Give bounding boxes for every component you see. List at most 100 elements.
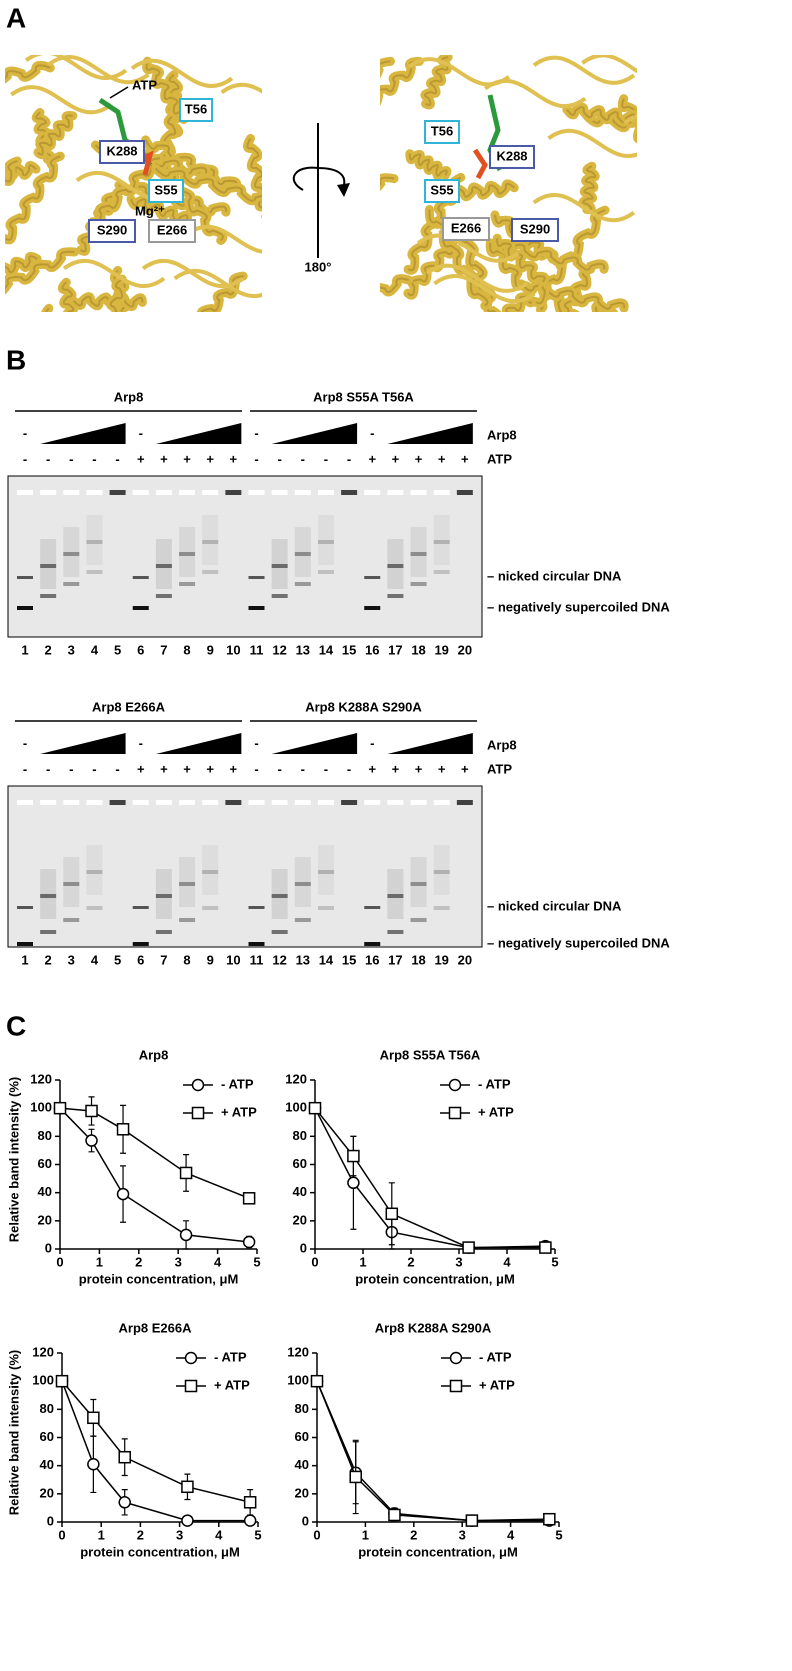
marker xyxy=(87,1411,100,1425)
helix-shade xyxy=(621,98,637,139)
atp-sign: - xyxy=(277,761,281,776)
band xyxy=(86,870,103,874)
smear xyxy=(294,527,311,577)
y-axis-label: Relative band intensity (%) xyxy=(6,1077,21,1242)
helix xyxy=(597,302,618,312)
legend-label: + ATP xyxy=(221,1104,257,1119)
smear xyxy=(317,845,334,895)
band xyxy=(17,606,33,610)
residue-box xyxy=(179,98,213,122)
well xyxy=(317,490,334,495)
marker xyxy=(347,1149,360,1163)
x-tick-label: 3 xyxy=(175,1254,182,1269)
atp-sign: + xyxy=(368,761,376,776)
band xyxy=(387,894,404,898)
concentration-wedge xyxy=(387,423,473,444)
band xyxy=(132,576,149,579)
helix-shade xyxy=(109,278,124,312)
band xyxy=(364,576,381,579)
x-tick-label: 4 xyxy=(214,1254,222,1269)
atp-sign: - xyxy=(277,451,281,466)
band xyxy=(317,906,334,910)
band xyxy=(364,606,381,610)
atp-sign: - xyxy=(115,761,119,776)
marker xyxy=(385,1207,399,1221)
band xyxy=(109,490,126,495)
marker xyxy=(118,1496,131,1509)
lane-number: 12 xyxy=(272,642,286,657)
lane-number: 5 xyxy=(114,952,121,967)
band-label: – nicked circular DNA xyxy=(487,898,622,913)
atp-sign: + xyxy=(368,451,376,466)
band xyxy=(86,906,103,910)
lane-number: 10 xyxy=(226,642,240,657)
smear xyxy=(410,527,427,577)
band xyxy=(248,606,265,610)
legend-marker xyxy=(184,1351,198,1365)
atp-sign: - xyxy=(23,451,27,466)
helix xyxy=(380,173,399,192)
atp-sign: + xyxy=(206,761,214,776)
chart-title: Arp8 E266A xyxy=(119,1320,193,1335)
band xyxy=(179,918,196,922)
well xyxy=(387,800,404,805)
band xyxy=(271,894,288,898)
band xyxy=(248,906,265,909)
legend-label: - ATP xyxy=(221,1076,254,1091)
well xyxy=(271,490,288,495)
well xyxy=(294,490,311,495)
lane-number: 12 xyxy=(272,952,286,967)
residue-label: T56 xyxy=(185,101,207,116)
legend-marker xyxy=(449,1379,463,1393)
strand xyxy=(24,55,128,80)
strand xyxy=(425,263,529,293)
marker xyxy=(55,1374,69,1388)
band xyxy=(433,870,450,874)
band xyxy=(40,930,57,934)
legend-label: - ATP xyxy=(479,1349,512,1364)
residue-label: K288 xyxy=(496,148,527,163)
lane-number: 4 xyxy=(91,952,99,967)
lane-number: 19 xyxy=(434,952,448,967)
lane-number: 6 xyxy=(137,642,144,657)
lane-number: 14 xyxy=(319,642,334,657)
x-tick-label: 5 xyxy=(253,1254,260,1269)
row-label: ATP xyxy=(487,761,512,776)
well xyxy=(132,800,149,805)
residue-box xyxy=(511,218,559,242)
band-label: – negatively supercoiled DNA xyxy=(487,599,670,614)
band xyxy=(387,594,404,598)
protein-minus: - xyxy=(370,735,374,750)
band xyxy=(179,552,196,556)
series-line xyxy=(316,1380,550,1522)
series-line xyxy=(61,1380,251,1504)
legend-marker xyxy=(448,1106,462,1120)
smear xyxy=(410,857,427,907)
strand xyxy=(10,85,113,115)
atp-sign: - xyxy=(254,451,258,466)
band xyxy=(271,594,288,598)
x-tick-label: 0 xyxy=(311,1254,318,1269)
band xyxy=(387,930,404,934)
strand xyxy=(532,55,636,85)
band xyxy=(364,906,381,909)
protein-minus: - xyxy=(139,425,143,440)
marker xyxy=(116,1123,130,1136)
helix-shade xyxy=(144,139,238,188)
lane-number: 1 xyxy=(21,642,28,657)
y-tick-label: 100 xyxy=(285,1100,307,1115)
y-tick-label: 100 xyxy=(32,1373,54,1388)
series-line xyxy=(316,1380,550,1522)
strand xyxy=(130,58,234,88)
residue-label: K288 xyxy=(106,143,137,158)
band xyxy=(202,906,219,910)
atp-sign: - xyxy=(69,761,73,776)
band xyxy=(202,540,219,544)
lane-number: 11 xyxy=(250,952,264,967)
x-tick-label: 3 xyxy=(176,1527,183,1542)
band xyxy=(387,564,404,568)
band xyxy=(294,918,311,922)
smear xyxy=(179,857,196,907)
series-line xyxy=(59,1107,250,1199)
atp-sign: - xyxy=(46,451,50,466)
